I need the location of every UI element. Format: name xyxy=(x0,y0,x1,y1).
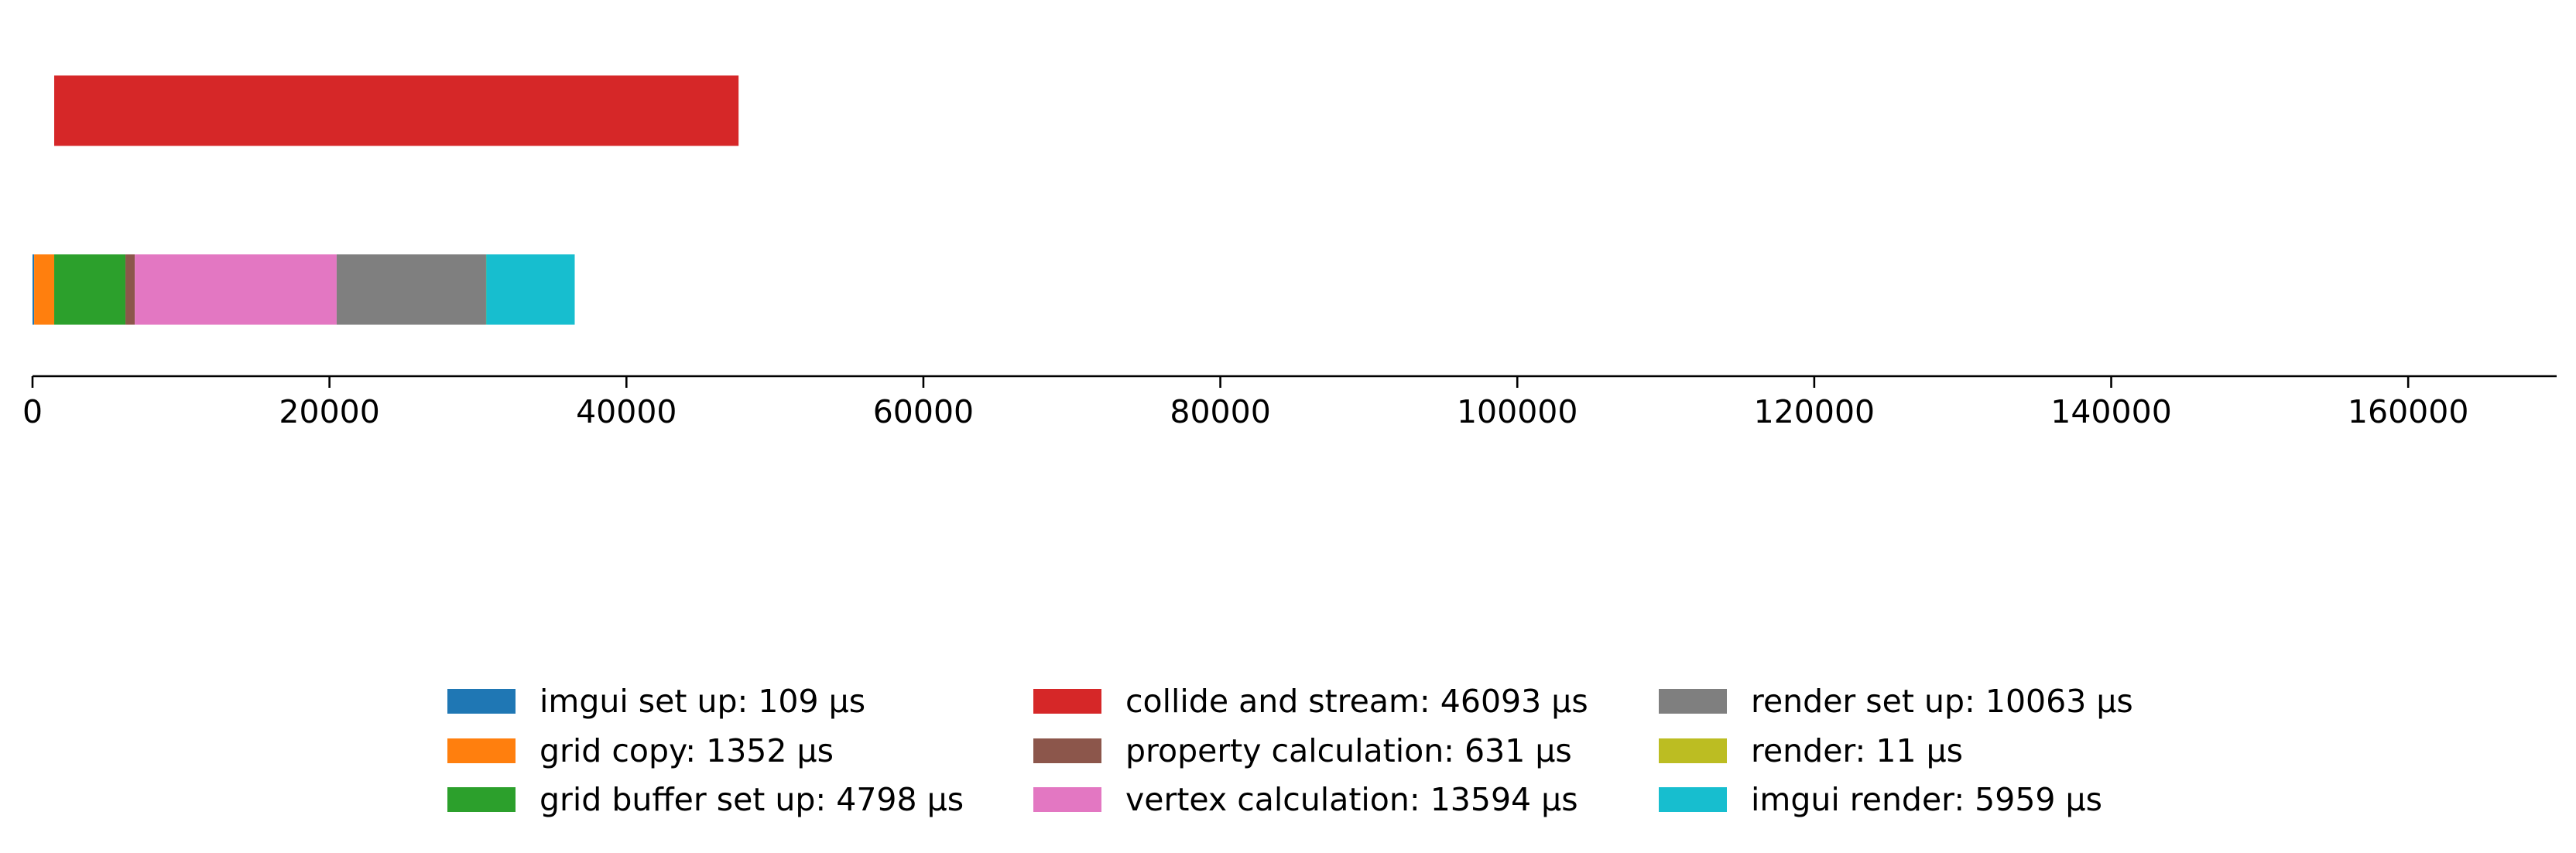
bar-render-set-up xyxy=(336,254,486,325)
legend-swatch xyxy=(1659,738,1727,763)
legend-swatch xyxy=(1033,787,1101,812)
legend-label: vertex calculation: 13594 µs xyxy=(1125,781,1578,818)
bar-property-calculation xyxy=(125,254,135,325)
legend-swatch xyxy=(447,787,516,812)
legend-label: imgui set up: 109 µs xyxy=(540,683,865,720)
legend-swatch xyxy=(1659,689,1727,714)
legend-swatch xyxy=(447,689,516,714)
x-tick-label: 120000 xyxy=(1754,393,1875,430)
x-tick-label: 60000 xyxy=(873,393,974,430)
legend-label: imgui render: 5959 µs xyxy=(1751,781,2102,818)
legend: imgui set up: 109 µs grid copy: 1352 µs gr… xyxy=(447,683,2133,818)
bar-imgui-set-up xyxy=(33,254,35,325)
legend-swatch xyxy=(1033,689,1101,714)
legend-swatch xyxy=(447,738,516,763)
x-tick-label: 20000 xyxy=(279,393,379,430)
legend-label: property calculation: 631 µs xyxy=(1125,732,1572,769)
legend-swatch xyxy=(1659,787,1727,812)
bar-collide-and-stream xyxy=(54,75,739,146)
bars-group xyxy=(33,75,739,325)
legend-label: render: 11 µs xyxy=(1751,732,1963,769)
legend-label: render set up: 10063 µs xyxy=(1751,683,2133,720)
x-tick-label: 40000 xyxy=(576,393,677,430)
x-tick-label: 100000 xyxy=(1457,393,1578,430)
bar-grid-buffer-set-up xyxy=(54,254,126,325)
legend-swatch xyxy=(1033,738,1101,763)
x-tick-label: 160000 xyxy=(2348,393,2469,430)
x-tick-label: 140000 xyxy=(2050,393,2172,430)
x-axis-ticks: 0 20000 40000 60000 80000 100000 120000 140000 1… xyxy=(22,376,2468,430)
x-tick-label: 80000 xyxy=(1170,393,1270,430)
legend-label: collide and stream: 46093 µs xyxy=(1125,683,1588,720)
bar-grid-copy xyxy=(34,254,55,325)
bar-vertex-calculation xyxy=(135,254,337,325)
legend-label: grid copy: 1352 µs xyxy=(540,732,834,769)
legend-label: grid buffer set up: 4798 µs xyxy=(540,781,964,818)
bar-imgui-render xyxy=(486,254,575,325)
x-tick-label: 0 xyxy=(22,393,43,430)
